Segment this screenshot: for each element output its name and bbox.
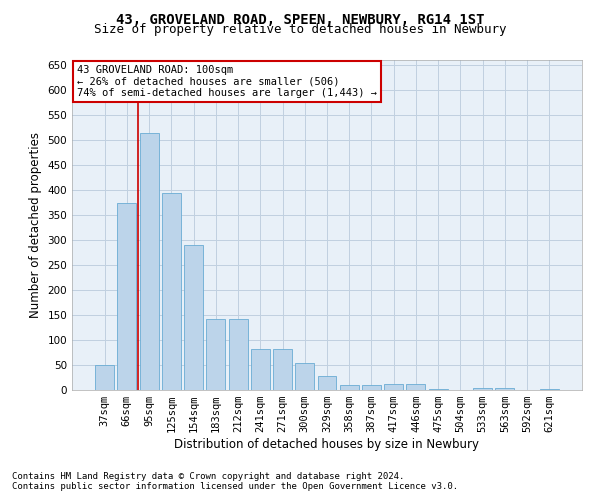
Text: 43, GROVELAND ROAD, SPEEN, NEWBURY, RG14 1ST: 43, GROVELAND ROAD, SPEEN, NEWBURY, RG14… xyxy=(116,12,484,26)
Bar xyxy=(206,319,225,390)
Bar xyxy=(184,245,203,390)
Bar xyxy=(496,388,514,390)
Bar xyxy=(229,319,248,390)
Bar xyxy=(95,365,114,390)
Text: Contains public sector information licensed under the Open Government Licence v3: Contains public sector information licen… xyxy=(12,482,458,491)
Bar xyxy=(429,388,448,390)
Bar xyxy=(140,132,158,390)
Bar xyxy=(406,384,425,390)
Bar xyxy=(362,385,381,390)
Bar xyxy=(340,385,359,390)
Text: Contains HM Land Registry data © Crown copyright and database right 2024.: Contains HM Land Registry data © Crown c… xyxy=(12,472,404,481)
Bar xyxy=(384,384,403,390)
Bar xyxy=(473,388,492,390)
Text: 43 GROVELAND ROAD: 100sqm
← 26% of detached houses are smaller (506)
74% of semi: 43 GROVELAND ROAD: 100sqm ← 26% of detac… xyxy=(77,65,377,98)
Bar xyxy=(251,348,270,390)
Bar xyxy=(162,192,181,390)
Y-axis label: Number of detached properties: Number of detached properties xyxy=(29,132,42,318)
Bar xyxy=(317,376,337,390)
Bar xyxy=(295,362,314,390)
Bar xyxy=(118,202,136,390)
Bar xyxy=(273,348,292,390)
Bar xyxy=(540,388,559,390)
X-axis label: Distribution of detached houses by size in Newbury: Distribution of detached houses by size … xyxy=(175,438,479,451)
Text: Size of property relative to detached houses in Newbury: Size of property relative to detached ho… xyxy=(94,22,506,36)
